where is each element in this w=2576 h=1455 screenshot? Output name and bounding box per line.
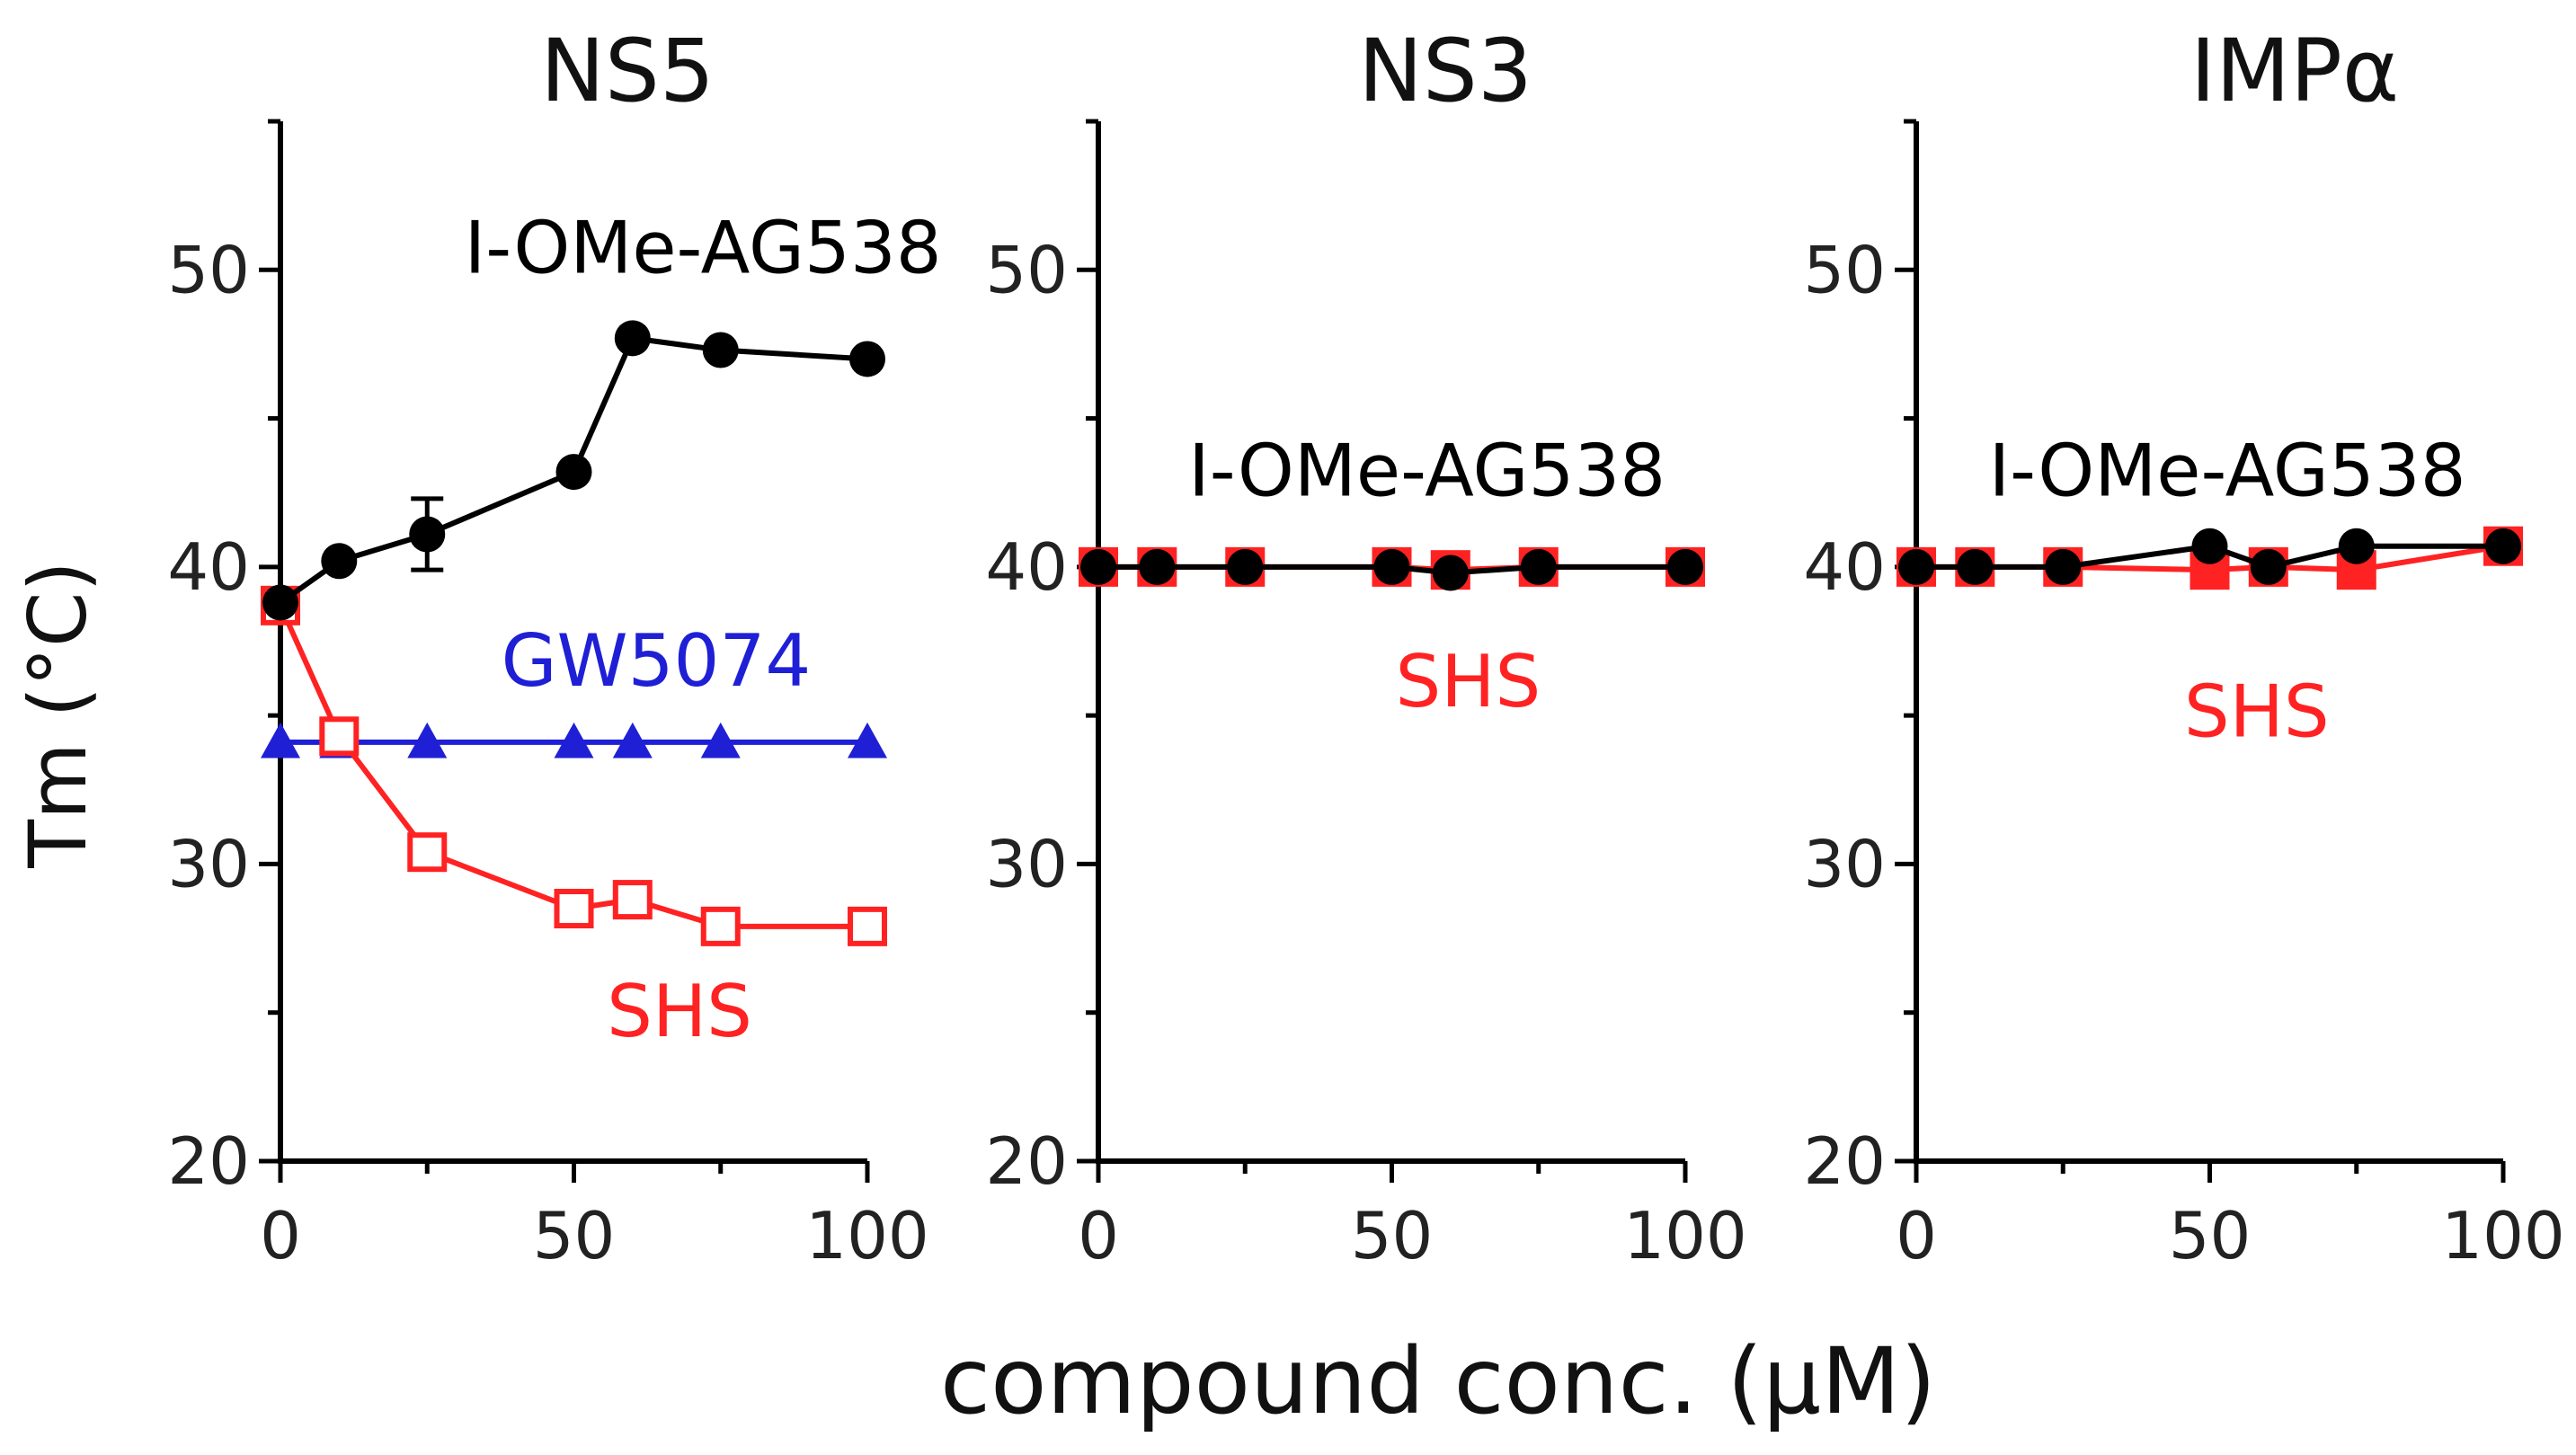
y-tick-label: 40: [167, 529, 250, 605]
data-point: [2250, 548, 2287, 585]
y-tick-label: 30: [167, 826, 250, 901]
y-tick-label: 40: [1803, 529, 1886, 605]
data-point: [262, 584, 298, 621]
y-tick-label: 40: [985, 529, 1068, 605]
series-label-i-ome-ag538: I-OMe-AG538: [1989, 430, 2466, 513]
data-point: [1667, 548, 1703, 585]
x-tick-label: 0: [1078, 1198, 1119, 1273]
data-point: [612, 722, 653, 759]
data-point: [702, 332, 739, 368]
data-point: [1139, 548, 1176, 585]
x-tick-label: 100: [2441, 1198, 2564, 1273]
data-point: [409, 516, 446, 553]
series-i-ome-ag538: I-OMe-AG538: [262, 207, 942, 621]
data-point: [614, 320, 651, 357]
data-point: [848, 722, 887, 759]
y-tick-label: 50: [167, 232, 250, 307]
x-tick-label: 100: [805, 1198, 928, 1273]
y-tick-label: 50: [1803, 232, 1886, 307]
series-label-shs: SHS: [607, 970, 752, 1053]
data-point: [261, 722, 300, 759]
data-point: [1957, 548, 1994, 585]
data-point: [1080, 548, 1116, 585]
x-tick-label: 50: [1351, 1198, 1434, 1273]
x-tick-label: 50: [533, 1198, 616, 1273]
y-tick-label: 30: [1803, 826, 1886, 901]
series-shs: SHS: [261, 585, 887, 1053]
panel-title-ns3: NS3: [1358, 21, 1532, 121]
series-label-shs: SHS: [1396, 640, 1541, 723]
data-point: [2045, 548, 2082, 585]
series-i-ome-ag538: I-OMe-AG538: [1898, 430, 2521, 585]
series-label-i-ome-ag538: I-OMe-AG538: [465, 207, 942, 290]
x-tick-label: 50: [2169, 1198, 2252, 1273]
data-point: [407, 722, 448, 759]
data-point: [1432, 554, 1469, 591]
data-point: [849, 341, 885, 377]
data-point: [555, 454, 592, 491]
y-tick-label: 20: [985, 1123, 1068, 1199]
data-point: [321, 543, 358, 580]
data-point: [2485, 528, 2521, 564]
x-tick-label: 0: [1896, 1198, 1937, 1273]
data-point: [554, 889, 594, 929]
panel-title-ns5: NS5: [540, 21, 715, 121]
panel-title-imp: IMPα: [2190, 21, 2399, 121]
data-point: [1898, 548, 1934, 585]
data-point: [1373, 548, 1410, 585]
x-tick-label: 0: [260, 1198, 301, 1273]
data-point: [554, 722, 594, 759]
data-point: [700, 722, 741, 759]
y-tick-label: 20: [167, 1123, 250, 1199]
data-point: [2338, 528, 2375, 564]
x-tick-label: 100: [1623, 1198, 1746, 1273]
data-point: [1227, 548, 1264, 585]
panel-ns5: NS5 20 30 40 50 0 50 100 GW5074 SHS I-OMe-AG538: [167, 21, 941, 1273]
y-tick-label: 30: [985, 826, 1068, 901]
data-point: [612, 880, 653, 920]
series-i-ome-ag538: I-OMe-AG538: [1080, 430, 1703, 591]
series-label-i-ome-ag538: I-OMe-AG538: [1188, 430, 1666, 513]
y-tick-label: 50: [985, 232, 1068, 307]
data-point: [319, 716, 360, 757]
series-label-gw5074: GW5074: [502, 619, 812, 703]
y-tick-label: 20: [1803, 1123, 1886, 1199]
series-label-shs: SHS: [2184, 670, 2330, 753]
panel-ns3: NS3 20 30 40 50 0 50 100 SHS I-OMe-AG538: [985, 21, 1746, 1273]
y-axis-label: Tm (°C): [12, 561, 104, 869]
x-axis-label: compound conc. (μM): [940, 1328, 1936, 1435]
data-point: [1520, 548, 1557, 585]
panel-imp: IMPα 20 30 40 50 0 50 100 SHS I-OMe-AG538: [1803, 21, 2564, 1273]
data-point: [2191, 528, 2228, 564]
data-point: [700, 906, 741, 946]
data-point: [848, 906, 887, 946]
data-point: [407, 832, 448, 873]
